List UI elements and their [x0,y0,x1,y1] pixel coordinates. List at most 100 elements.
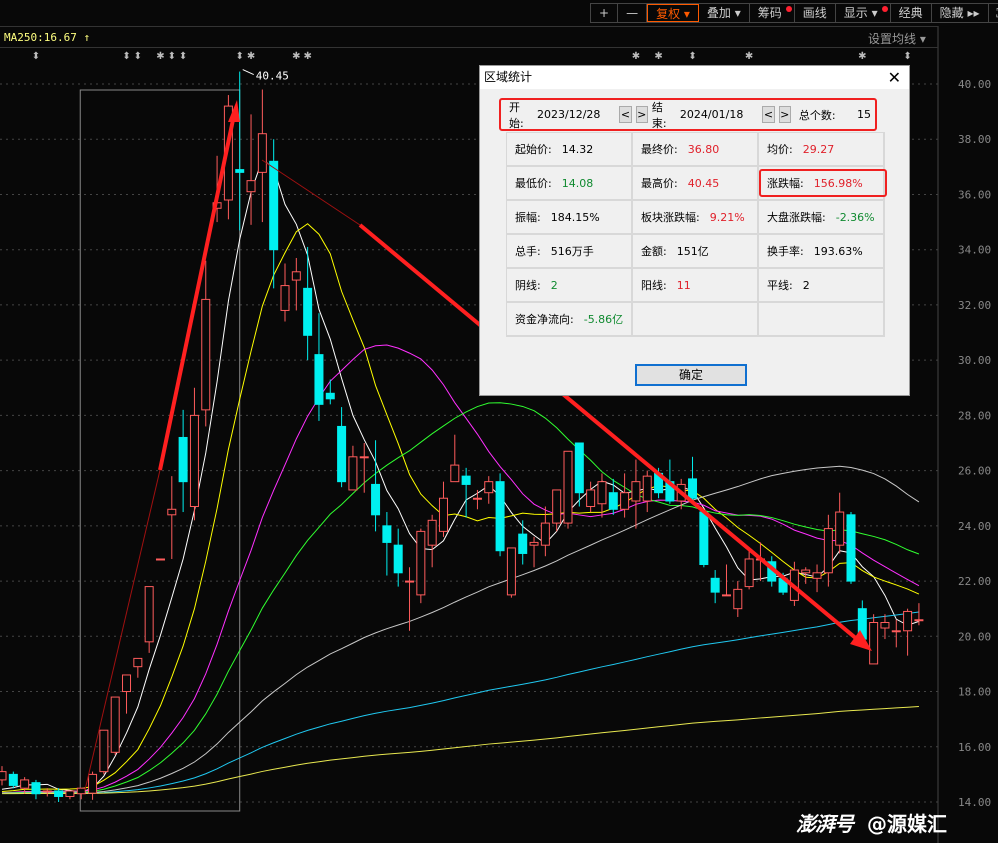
candle-up [506,547,516,596]
price-tick-label: 24.00 [958,520,991,533]
ma20-line [1,344,920,794]
stat-value: -5.86亿 [583,313,624,326]
candle-up [246,180,256,193]
end-date: 2024/01/18 [679,108,744,121]
candle-up [721,594,731,597]
stat-label: 换手率: [767,245,804,258]
stat-label: 板块涨跌幅: [641,211,700,224]
stat-value: 29.27 [802,142,835,156]
toolbar-button[interactable]: 隐藏 ▸▸ [932,4,989,22]
stat-value: 14.08 [561,176,594,190]
candle-down [269,160,279,251]
stat-cell: 阴线: 2 [507,269,633,303]
watermark-logo: 澎湃号 [796,812,854,836]
stat-cell: 资金净流向: -5.86亿 [507,303,633,337]
range-header: 开始: 2023/12/28 < > 结束: 2024/01/18 < > 总个… [499,98,877,131]
toolbar-button[interactable]: 复权 ▾ [647,4,699,22]
candle-up [359,456,369,459]
event-marker-icon: ⬍ [236,51,244,62]
stat-label: 最终价: [641,143,678,156]
candle-down [325,392,335,400]
ma10-line [1,223,920,793]
toolbar-button[interactable]: + [591,4,619,22]
stat-value: 151亿 [676,245,709,258]
candle-up [155,558,165,561]
event-marker-icon: ⬍ [903,51,911,62]
watermark-author: @源媒汇 [867,812,947,836]
start-prev-button[interactable]: < [619,106,632,123]
stat-cell: 金额: 151亿 [633,235,759,269]
candle-down [371,483,381,516]
toolbar-button-label: — [626,6,639,20]
event-marker-icon: ✱ [247,51,255,62]
event-marker-icon: ⬍ [32,51,40,62]
stat-label: 资金净流向: [515,313,574,326]
toolbar-button-label: 经典 [898,6,923,20]
candle-up [133,657,143,668]
candle-down [235,169,245,173]
toolbar-button-label: ⛶ [997,6,998,20]
candle-up [405,580,415,583]
toolbar-button[interactable]: ⛶ [989,4,998,22]
stat-label: 阳线: [641,279,667,292]
close-icon[interactable]: ✕ [887,68,901,87]
candle-down [699,511,709,566]
price-tick-label: 28.00 [958,409,991,422]
candle-up [427,519,437,546]
start-next-button[interactable]: > [635,106,648,123]
toolbar-button[interactable]: 显示 ▾ [836,4,891,22]
candle-up [0,771,7,781]
ma120-line [1,611,919,795]
toolbar-button[interactable]: 画线 [795,4,836,22]
candle-up [348,456,358,491]
toolbar-button[interactable]: 经典 [891,4,932,22]
toolbar-button[interactable]: 筹码 [750,4,795,22]
candle-up [812,572,822,579]
event-marker-icon: ⬍ [122,51,130,62]
candle-down [178,436,188,483]
candle-up [189,414,199,508]
candle-down [337,425,347,483]
candle-up [744,558,754,588]
toolbar-button[interactable]: 叠加 ▾ [699,4,750,22]
candle-up [291,271,301,281]
stats-grid: 起始价: 14.32 最终价: 36.80 均价: 29.27 最低价: 14.08 最高价: 4… [506,132,887,337]
trend-line-thin [261,159,361,226]
event-marker-icon: ✱ [156,51,164,62]
stat-cell: 板块涨跌幅: 9.21% [633,201,759,235]
candle-down [461,475,471,485]
stat-label: 均价: [767,143,793,156]
candle-up [835,511,845,546]
candle-down [382,525,392,543]
ok-button[interactable]: 确定 [635,364,747,386]
notification-dot-icon [785,6,792,12]
dialog-titlebar: 区域统计 ✕ [480,66,909,89]
toolbar: + — 复权 ▾ 叠加 ▾ 筹码 画线 显示 ▾ 经典 隐藏 ▸▸ ⛶ [590,3,998,23]
up-arrow-line [158,114,236,471]
set-ma-dropdown[interactable]: 设置均线 ▾ [868,32,926,46]
event-marker-icon: ✱ [745,51,753,62]
candle-down [518,533,528,554]
end-prev-button[interactable]: < [762,106,775,123]
stat-label: 平线: [767,279,793,292]
ma5-line [1,158,920,793]
event-marker-icon: ✱ [858,51,866,62]
candle-up [823,528,833,574]
candle-up [631,481,641,502]
candle-down [574,442,584,494]
dialog-title: 区域统计 [484,70,533,84]
stat-cell [759,303,885,337]
candle-up [484,481,494,494]
start-date: 2023/12/28 [537,108,601,121]
candle-up [144,586,154,643]
candle-up [801,569,811,574]
stat-value: 36.80 [687,142,720,156]
stat-cell: 涨跌幅: 156.98% [759,167,887,201]
end-next-button[interactable]: > [778,106,791,123]
price-tick-label: 34.00 [958,244,991,257]
toolbar-button[interactable]: — [618,4,648,22]
stat-value: 11 [676,278,691,292]
toolbar-button-label: + [599,6,610,20]
candle-down [710,577,720,593]
